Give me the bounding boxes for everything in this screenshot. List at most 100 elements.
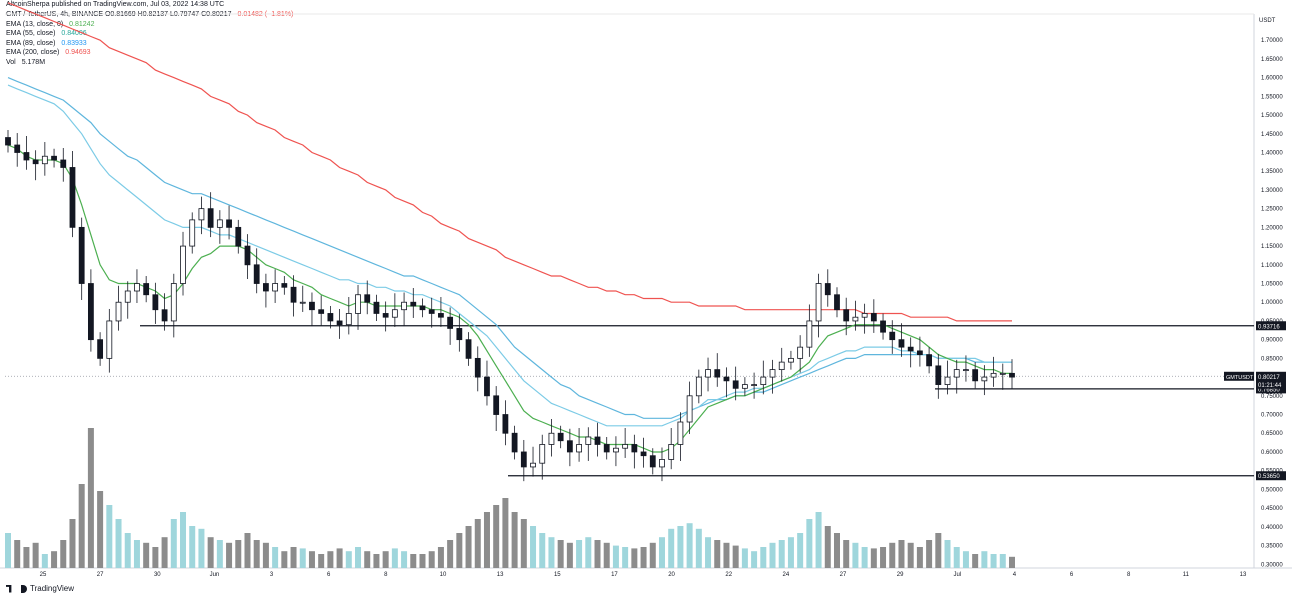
candle-body — [907, 346, 914, 352]
time-tick-label: 11 — [1183, 572, 1190, 578]
price-tick-label: 0.75000 — [1261, 394, 1283, 400]
candle-body — [438, 313, 444, 318]
candle-body — [502, 414, 509, 434]
volume-bar — [539, 533, 546, 568]
candle-body — [428, 309, 435, 314]
volume-bar — [133, 540, 140, 568]
indicator-value: 0.94693 — [65, 49, 91, 56]
volume-bar — [106, 505, 113, 568]
volume-bar — [51, 551, 58, 568]
volume-bar — [622, 547, 629, 568]
indicator-volume[interactable]: Vol 5.178M — [6, 58, 293, 68]
price-tick-label: 1.30000 — [1261, 188, 1283, 194]
volume-bar — [953, 547, 960, 568]
volume-bar — [152, 547, 159, 568]
volume-bar — [391, 548, 398, 568]
volume-bar — [741, 548, 748, 568]
volume-bar — [612, 545, 619, 568]
candle-body — [613, 447, 619, 453]
volume-bar — [916, 547, 923, 568]
level-tag-bg — [1256, 471, 1286, 481]
indicator-value: 0.84006 — [61, 30, 87, 37]
indicator-label: EMA (200, close) — [6, 49, 60, 56]
ema13-line — [7, 144, 1012, 453]
time-tick-label: 3 — [270, 572, 274, 578]
level-tag-bg — [1256, 384, 1286, 394]
candle-body — [815, 283, 822, 322]
candle-body — [640, 451, 647, 457]
time-tick-label: 8 — [384, 572, 388, 578]
time-tick-label: 6 — [1070, 572, 1074, 578]
volume-bar — [189, 526, 196, 568]
candle-body — [870, 313, 877, 322]
ema89-line — [7, 77, 1012, 419]
indicator-ema55[interactable]: EMA (55, close) 0.84006 — [6, 29, 293, 39]
volume-bar — [327, 551, 334, 568]
candle-body — [705, 369, 711, 378]
candle-body — [963, 369, 969, 372]
time-tick-label: 29 — [897, 572, 904, 578]
volume-bar — [97, 491, 104, 568]
volume-bar — [41, 554, 48, 568]
candle-body — [401, 301, 407, 311]
candle-body — [318, 309, 325, 314]
candle-body — [78, 226, 85, 284]
candle-body — [272, 283, 279, 292]
candle-body — [889, 331, 896, 341]
indicator-ema13[interactable]: EMA (13, close, 0) 0.81242 — [6, 20, 293, 30]
tradingview-logo-icon — [6, 584, 12, 593]
volume-bar — [530, 526, 537, 568]
tradingview-footer: TradingView — [6, 584, 74, 593]
volume-bar — [272, 547, 279, 568]
price-tick-label: 1.55000 — [1261, 94, 1283, 100]
candle-body — [760, 376, 767, 385]
volume-bar — [658, 537, 665, 568]
candle-body — [714, 369, 721, 378]
candle-body — [668, 444, 675, 460]
indicator-ema200[interactable]: EMA (200, close) 0.94693 — [6, 48, 293, 58]
volume-bar — [907, 542, 914, 568]
volume-bar — [714, 540, 721, 568]
symbol-tag-label: GMTUSDT — [1226, 375, 1254, 381]
candle-body — [944, 376, 951, 385]
symbol-tag-bg — [1224, 371, 1254, 381]
volume-bar — [14, 540, 21, 568]
candle-body — [189, 219, 196, 247]
candle-body — [751, 384, 757, 386]
candle-body — [106, 320, 113, 359]
volume-bar — [299, 548, 306, 568]
candle-body — [391, 309, 398, 318]
volume-bar — [797, 533, 804, 568]
volume-bar — [493, 505, 500, 568]
candle-body — [226, 219, 232, 228]
time-tick-label: 25 — [40, 572, 47, 578]
price-tick-label: 0.90000 — [1261, 338, 1283, 344]
volume-bar — [355, 547, 362, 568]
candle-body — [916, 350, 923, 356]
candle-body — [566, 440, 573, 453]
countdown-label: 01:21:44 — [1258, 383, 1282, 389]
volume-bar — [640, 547, 647, 568]
volume-bar — [456, 533, 463, 568]
candle-body — [180, 245, 186, 284]
volume-bar — [843, 540, 850, 568]
price-tick-label: 1.20000 — [1261, 225, 1283, 231]
candle-body — [732, 380, 739, 389]
time-tick-label: 10 — [440, 572, 447, 578]
price-tick-label: 1.25000 — [1261, 207, 1283, 213]
volume-bar — [861, 547, 868, 568]
volume-bar — [852, 542, 859, 568]
candle-body — [327, 313, 334, 322]
price-tick-label: 1.60000 — [1261, 76, 1283, 82]
time-tick-label: 22 — [725, 572, 732, 578]
candle-body — [124, 290, 131, 303]
candle-body — [474, 357, 481, 378]
indicator-ema89[interactable]: EMA (89, close) 0.83933 — [6, 39, 293, 49]
candle-body — [115, 301, 122, 322]
volume-bar — [981, 551, 988, 568]
candle-body — [309, 301, 315, 311]
volume-bar — [244, 533, 251, 568]
volume-bar — [60, 540, 67, 568]
volume-bar — [631, 548, 638, 568]
